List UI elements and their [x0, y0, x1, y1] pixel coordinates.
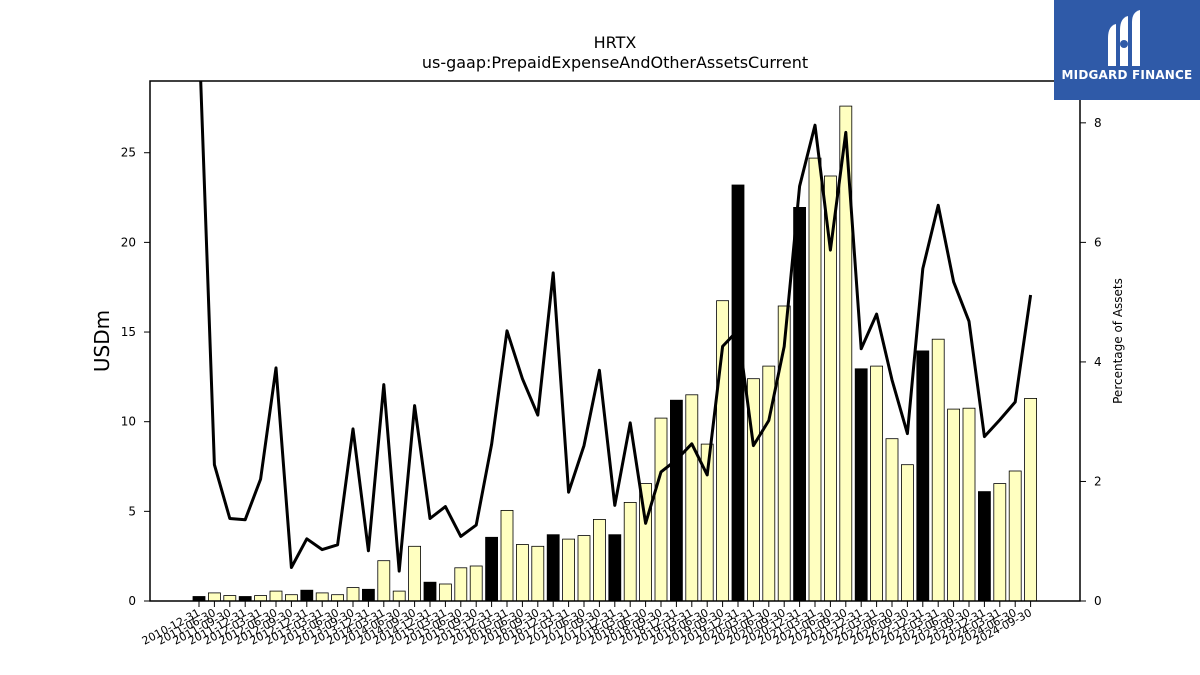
left-axis: 0 5 10 15 20 25 [121, 146, 150, 608]
bar [300, 589, 314, 602]
bar [654, 417, 668, 602]
y-tick-label-right: 4 [1094, 355, 1102, 369]
bar [423, 581, 437, 602]
bar [377, 560, 391, 602]
bar [346, 587, 360, 602]
bar [485, 536, 499, 602]
y-tick-label-left: 10 [121, 415, 136, 429]
y-tick-label-left: 0 [128, 594, 136, 608]
y-tick-label-right: 8 [1094, 116, 1102, 130]
bar [593, 519, 606, 602]
bar [962, 407, 976, 602]
bar [947, 408, 960, 602]
bar [854, 368, 868, 602]
bar [901, 464, 914, 602]
bar [516, 544, 529, 602]
chart-subtitle: us-gaap:PrepaidExpenseAndOtherAssetsCurr… [422, 53, 808, 72]
bar [931, 338, 945, 602]
bar [269, 590, 283, 602]
y-axis-label-left: USDm [90, 310, 114, 372]
y-tick-label-left: 15 [121, 325, 136, 339]
bar [670, 399, 683, 602]
bar [408, 545, 422, 602]
bar [608, 534, 622, 602]
bar [315, 592, 329, 602]
bar [731, 184, 745, 602]
bar [916, 350, 930, 602]
bar-series [192, 105, 1037, 602]
bar [978, 491, 991, 602]
y-tick-label-left: 25 [121, 146, 136, 160]
bar [546, 534, 560, 602]
bar [885, 438, 899, 602]
bar [254, 595, 268, 602]
percentage-line [199, 81, 1033, 573]
bar [793, 206, 806, 602]
y-tick-label-left: 5 [128, 504, 136, 518]
y-tick-label-left: 20 [121, 235, 136, 249]
y-tick-label-right: 2 [1094, 474, 1102, 488]
bar [870, 365, 883, 602]
bar [1024, 397, 1037, 602]
bar [562, 538, 575, 602]
bar [500, 509, 514, 602]
bar [223, 595, 237, 602]
midgard-logo-icon [1108, 10, 1140, 66]
bar [454, 567, 468, 602]
bar [469, 565, 483, 602]
y-tick-label-right: 0 [1094, 594, 1102, 608]
bar [623, 501, 637, 602]
bar [392, 590, 406, 602]
bar [284, 594, 298, 602]
x-axis: 2010-12-312011-06-302011-09-302011-12-31… [140, 601, 1034, 648]
bar [331, 594, 345, 602]
y-axis-label-right: Percentage of Assets [1111, 278, 1125, 404]
bar [207, 592, 221, 602]
bar [993, 483, 1007, 602]
bar [1008, 470, 1022, 602]
brand-logo-text: MIDGARD FINANCE [1061, 68, 1193, 82]
brand-logo: MIDGARD FINANCE [1054, 0, 1200, 100]
bar [685, 394, 699, 602]
bar [808, 157, 822, 602]
y-tick-label-right: 6 [1094, 235, 1102, 249]
bar [361, 588, 375, 602]
bar [531, 545, 545, 602]
bar [438, 583, 452, 602]
chart-title: HRTX [594, 33, 637, 52]
bar [577, 535, 591, 602]
right-axis: 0 2 4 6 8 [1080, 116, 1102, 608]
